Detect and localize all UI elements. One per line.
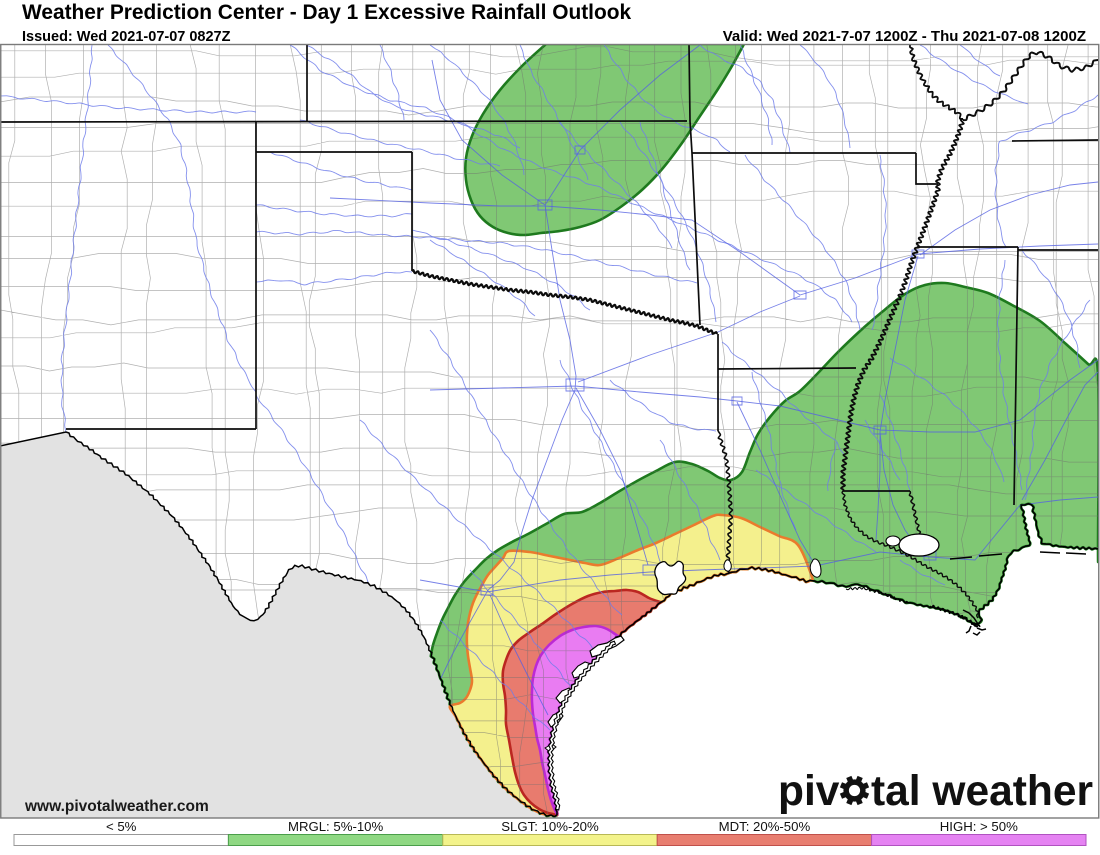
svg-text:Issued: Wed 2021-07-07 0827Z: Issued: Wed 2021-07-07 0827Z (22, 29, 231, 45)
svg-text:MRGL: 5%-10%: MRGL: 5%-10% (288, 819, 384, 834)
svg-text:tal weather: tal weather (871, 768, 1093, 815)
svg-text:SLGT: 10%-20%: SLGT: 10%-20% (501, 819, 599, 834)
svg-text:Valid: Wed 2021-7-07 1200Z - T: Valid: Wed 2021-7-07 1200Z - Thu 2021-07… (723, 28, 1086, 45)
svg-text:HIGH: > 50%: HIGH: > 50% (940, 819, 1018, 834)
svg-text:< 5%: < 5% (106, 819, 137, 834)
svg-text:MDT: 20%-50%: MDT: 20%-50% (719, 819, 811, 834)
svg-text:Weather Prediction Center - Da: Weather Prediction Center - Day 1 Excess… (22, 1, 632, 24)
svg-text:piv: piv (778, 768, 840, 815)
svg-text:www.pivotalweather.com: www.pivotalweather.com (24, 798, 209, 815)
